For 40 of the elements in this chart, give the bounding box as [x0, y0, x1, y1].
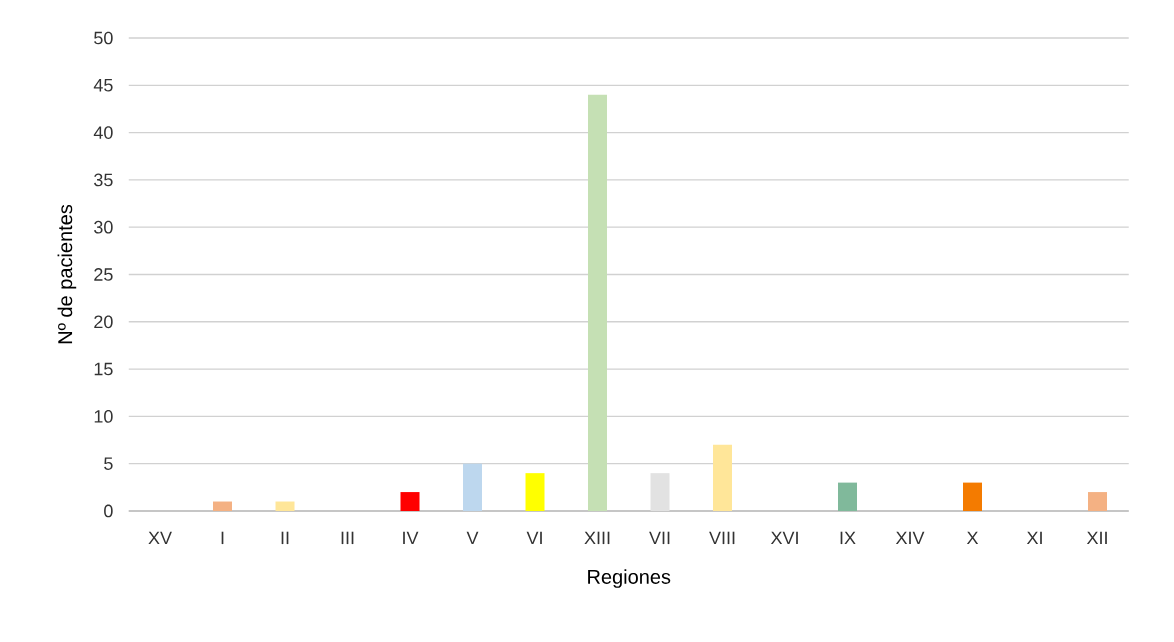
x-tick-label: IX: [840, 531, 856, 545]
x-tick-label: VII: [649, 531, 670, 545]
bar: [525, 473, 545, 511]
x-tick-label: IV: [403, 531, 419, 545]
bar: [1088, 492, 1107, 511]
bar: [275, 501, 295, 511]
x-tick-label: XIV: [895, 531, 925, 545]
bar: [650, 473, 670, 511]
x-tick-label: XII: [1086, 531, 1107, 545]
x-tick-label: II: [281, 531, 289, 545]
bar: [400, 492, 420, 511]
y-tick-label: 10: [94, 410, 113, 423]
x-tick-label: XVI: [770, 531, 798, 545]
x-tick-label: III: [341, 531, 354, 545]
bar: [213, 501, 233, 511]
y-tick-label: 15: [94, 362, 113, 376]
bar: [838, 482, 857, 511]
x-tick-label: XV: [148, 531, 172, 545]
x-tick-label: X: [966, 531, 979, 545]
y-tick-label: 40: [93, 126, 113, 139]
bar: [588, 94, 608, 511]
y-tick-label: 0: [104, 504, 113, 518]
x-tick-label: VIII: [709, 531, 735, 545]
y-tick-label: 30: [94, 220, 113, 234]
y-tick-label: 45: [93, 79, 113, 92]
x-axis-title: Regiones: [588, 569, 671, 588]
y-tick-label: 35: [94, 173, 113, 187]
y-axis-title: Nº de pacientes: [57, 204, 77, 344]
x-tick-label: XIII: [584, 531, 610, 545]
y-tick-label: 20: [94, 315, 113, 329]
x-tick-label: I: [221, 531, 224, 545]
x-tick-label: V: [466, 531, 479, 545]
y-tick-label: 25: [94, 268, 113, 281]
bar: [713, 444, 732, 511]
x-tick-label: XI: [1026, 531, 1042, 545]
y-tick-label: 50: [94, 31, 113, 45]
bar: [463, 463, 483, 511]
y-tick-label: 5: [104, 457, 113, 470]
bar: [963, 482, 982, 511]
x-tick-label: VI: [526, 531, 542, 545]
